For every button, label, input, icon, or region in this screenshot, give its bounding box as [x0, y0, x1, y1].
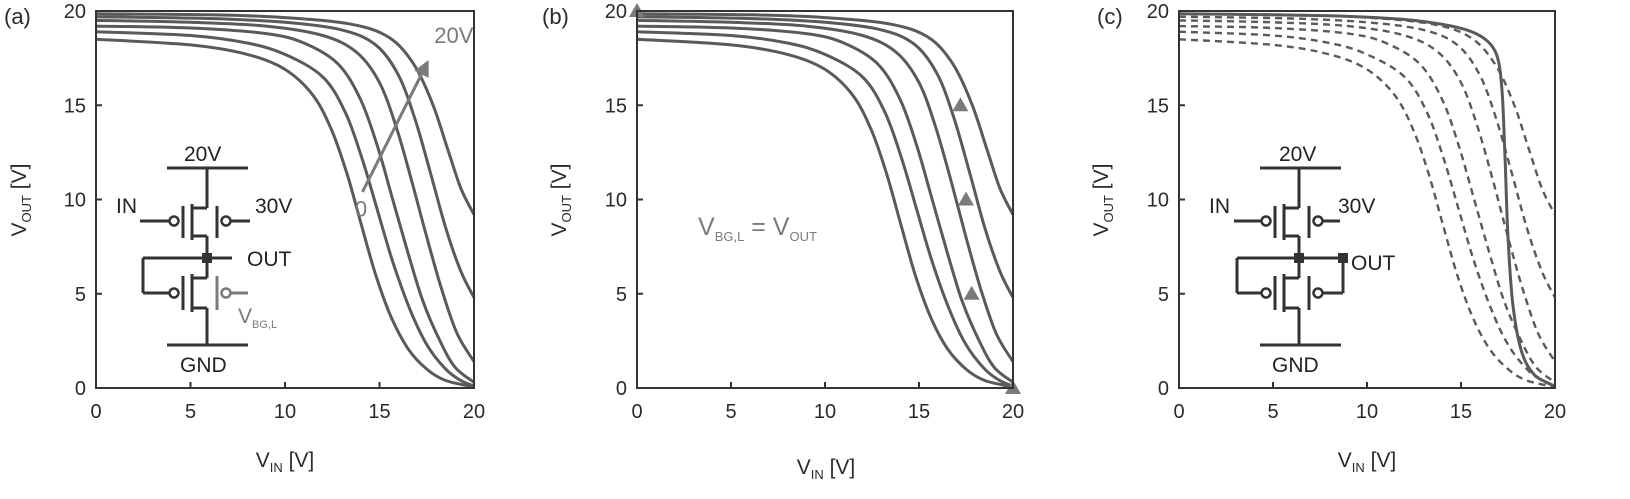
circuit-a-vbg-label: VBG,L — [238, 305, 277, 331]
panel-b-y-tick-label: 0 — [616, 378, 627, 400]
panel-b-series-4 — [636, 15, 1015, 299]
circuit-a-gnd-label: GND — [180, 354, 227, 377]
panel-a-arrow-head — [414, 60, 429, 78]
panel-a-annotation-0: 0 — [355, 196, 367, 221]
panel-b-x-tick-label: 20 — [1002, 401, 1024, 423]
panel-b-label: (b) — [542, 4, 569, 29]
circuit-c-in-label: IN — [1209, 195, 1230, 218]
panel-a-x-tick-label: 15 — [368, 401, 390, 423]
panel-c-y-tick-label: 20 — [1147, 1, 1169, 23]
panel-c-x-tick-label: 5 — [1267, 401, 1278, 423]
panel-c-x-tick-label: 10 — [1356, 401, 1378, 423]
panel-a-annotation-20v: 20V — [434, 23, 473, 48]
panel-c-label: (c) — [1097, 4, 1123, 29]
panel-c-x-tick-label: 20 — [1544, 401, 1566, 423]
panel-a-y-tick-label: 10 — [64, 190, 86, 212]
panel-c-series-2 — [1178, 24, 1556, 384]
panel-a-y-ticks: 0 5 10 15 20 — [64, 1, 102, 400]
panel-b-y-tick-label: 15 — [605, 95, 627, 117]
panel-a: (a) 0 5 10 15 20 0 5 10 15 20 VOUT [V] VIN [V] 0… — [4, 1, 485, 475]
panel-c-y-tick-label: 0 — [1158, 378, 1169, 400]
panel-b-series-1 — [636, 30, 1014, 388]
panel-c-x-tick-label: 0 — [1173, 401, 1184, 423]
panel-a-x-tick-label: 20 — [463, 401, 485, 423]
panel-c-series-3 — [1178, 19, 1557, 363]
panel-b-y-axis-label: VOUT [V] — [548, 164, 574, 237]
panel-a-series-4 — [95, 15, 476, 299]
panel-a-x-tick-label: 0 — [90, 401, 101, 423]
circuit-c-out-label: OUT — [1351, 252, 1396, 275]
circuit-a-bias-label: 30V — [255, 195, 292, 218]
circuit-a-vdd-label: 20V — [184, 143, 221, 166]
panel-a-label: (a) — [4, 4, 31, 29]
panel-c-y-tick-label: 15 — [1147, 95, 1169, 117]
panel-c-series-4 — [1178, 15, 1557, 299]
panel-a-y-tick-label: 5 — [75, 284, 86, 306]
panel-b-markers — [629, 3, 1021, 394]
panel-b-series-2 — [636, 24, 1014, 384]
circuit-c-gnd-label: GND — [1272, 354, 1319, 377]
panel-c-x-axis-label: VIN [V] — [1338, 449, 1397, 475]
panel-c-y-tick-label: 10 — [1147, 190, 1169, 212]
panel-c-series-6 — [1178, 12, 1556, 388]
panel-a-arrow — [361, 73, 423, 193]
panel-a-y-tick-label: 0 — [75, 378, 86, 400]
panel-b-x-tick-label: 5 — [725, 401, 736, 423]
panel-b-x-tick-label: 15 — [908, 401, 930, 423]
circuit-a-in-label: IN — [116, 195, 137, 218]
panel-a-y-tick-label: 15 — [64, 95, 86, 117]
panel-b-series-3 — [636, 18, 1015, 363]
panel-b-curves — [636, 12, 1015, 389]
panel-a-y-axis-label: VOUT [V] — [8, 164, 34, 237]
panel-b-x-tick-label: 10 — [814, 401, 836, 423]
panel-b-x-ticks: 0 5 10 15 20 — [631, 382, 1024, 423]
panel-c-curves — [1178, 12, 1557, 389]
panel-c-frame — [1178, 10, 1556, 389]
panel-b-y-tick-label: 20 — [605, 1, 627, 23]
panel-a-series-3 — [95, 18, 476, 363]
panel-a-series-0 — [95, 37, 475, 389]
panel-a-y-tick-label: 20 — [64, 1, 86, 23]
circuit-a-out-label: OUT — [247, 248, 292, 271]
panel-a-series-2 — [95, 24, 475, 384]
panel-b-x-axis-label: VIN [V] — [797, 456, 856, 482]
circuit-c-bias-label: 30V — [1338, 195, 1375, 218]
panel-b-x-tick-label: 0 — [631, 401, 642, 423]
panel-c-x-tick-label: 15 — [1450, 401, 1472, 423]
panel-c-x-ticks: 0 5 10 15 20 — [1173, 382, 1566, 423]
panel-a-frame — [95, 10, 475, 389]
panel-b-marker-3 — [963, 285, 980, 300]
panel-a-inset-circuit: 20V IN 30V OUT — [116, 143, 292, 377]
panel-b: (b) 0 5 10 15 20 0 5 10 15 20 VOUT [V] VIN [V] V… — [542, 1, 1024, 482]
panel-b-condition-annotation: VBG,L = VOUT — [698, 213, 817, 244]
circuit-c-vdd-label: 20V — [1279, 143, 1316, 166]
panel-c-series-5 — [1178, 12, 1557, 216]
panel-b-series-0 — [636, 37, 1014, 389]
panel-b-y-tick-label: 5 — [616, 284, 627, 306]
panel-b-y-ticks: 0 5 10 15 20 — [605, 1, 643, 400]
panel-c-y-axis-label: VOUT [V] — [1090, 164, 1116, 237]
panel-b-frame — [636, 10, 1014, 389]
panel-a-x-axis-label: VIN [V] — [256, 449, 315, 475]
panel-c-y-tick-label: 5 — [1158, 284, 1169, 306]
panel-a-x-tick-label: 5 — [185, 401, 196, 423]
panel-c-inset-circuit: 20V IN 30V OUT — [1209, 143, 1396, 377]
panel-a-series-5 — [95, 12, 476, 216]
panel-b-y-tick-label: 10 — [605, 190, 627, 212]
panel-b-series-5 — [636, 12, 1015, 216]
panel-b-marker-2 — [958, 191, 974, 206]
panel-a-x-tick-label: 10 — [274, 401, 296, 423]
panel-c: (c) 0 5 10 15 20 0 5 10 15 20 VOUT [V] VIN [V] 2… — [1090, 1, 1566, 475]
panel-b-marker-1 — [952, 97, 969, 112]
